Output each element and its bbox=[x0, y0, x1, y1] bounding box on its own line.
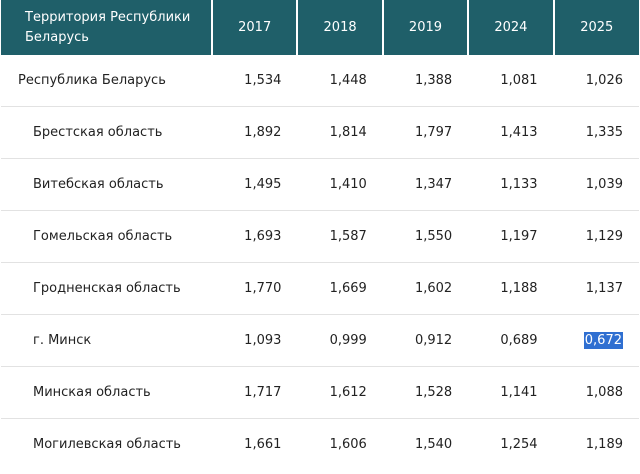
value-cell: 1,388 bbox=[382, 55, 469, 107]
table-row: Минская область 1,717 1,612 1,528 1,141 1,088 bbox=[1, 366, 639, 419]
value-cell: 1,528 bbox=[382, 366, 469, 419]
table-body: Республика Беларусь 1,534 1,448 1,388 1,081 1… bbox=[1, 55, 639, 470]
region-cell: Могилевская область bbox=[33, 437, 181, 452]
header-cell: 2018 bbox=[297, 0, 384, 55]
table-row: г. Минск 1,093 0,999 0,912 0,689 0,672 bbox=[1, 314, 639, 367]
value-cell: 1,495 bbox=[212, 158, 298, 211]
value-cell: 1,612 bbox=[297, 366, 383, 419]
value-cell: 1,797 bbox=[382, 106, 469, 159]
header-cell: 2017 bbox=[212, 0, 299, 55]
value-cell: 1,587 bbox=[297, 210, 383, 263]
table-row: Могилевская область 1,661 1,606 1,540 1,254 1… bbox=[1, 419, 639, 471]
value-cell: 1,039 bbox=[553, 158, 639, 211]
table-row: Гродненская область 1,770 1,669 1,602 1,188 1… bbox=[1, 262, 639, 315]
value-cell: 1,335 bbox=[553, 106, 639, 159]
region-cell: Гродненская область bbox=[1, 262, 212, 315]
value-cell: 1,892 bbox=[212, 106, 298, 159]
value-cell: 1,347 bbox=[382, 158, 469, 211]
value-cell: 1,254 bbox=[500, 437, 538, 452]
selected-text: 0,672 bbox=[583, 332, 623, 349]
value-cell: 1,606 bbox=[329, 437, 367, 452]
value-cell: 1,770 bbox=[212, 262, 298, 315]
value-cell: 1,188 bbox=[468, 262, 554, 315]
table-row: Гомельская область 1,693 1,587 1,550 1,197 1,… bbox=[1, 210, 639, 263]
value-cell: 0,689 bbox=[468, 314, 554, 367]
header-row: Территория Республики Беларусь 2017 2018 20… bbox=[1, 0, 639, 55]
value-cell: 1,026 bbox=[553, 55, 639, 107]
value-cell: 0,999 bbox=[297, 314, 383, 367]
region-cell: Гомельская область bbox=[1, 210, 212, 263]
value-cell: 1,129 bbox=[553, 210, 639, 263]
value-cell: 1,189 bbox=[585, 437, 623, 452]
region-cell: Брестская область bbox=[1, 106, 212, 159]
value-cell: 1,081 bbox=[468, 55, 554, 107]
value-cell: 1,550 bbox=[382, 210, 469, 263]
value-cell: 1,717 bbox=[212, 366, 298, 419]
region-cell: Республика Беларусь bbox=[1, 55, 212, 107]
value-cell: 1,693 bbox=[212, 210, 298, 263]
value-cell: 1,602 bbox=[382, 262, 469, 315]
region-cell: г. Минск bbox=[1, 314, 212, 367]
value-cell: 1,088 bbox=[553, 366, 639, 419]
value-cell: 0,912 bbox=[382, 314, 469, 367]
value-cell: 1,534 bbox=[212, 55, 298, 107]
value-cell: 0,672 bbox=[553, 314, 639, 367]
value-cell: 1,137 bbox=[553, 262, 639, 315]
value-cell: 1,448 bbox=[297, 55, 383, 107]
table-row: Республика Беларусь 1,534 1,448 1,388 1,081 1… bbox=[1, 55, 639, 107]
value-cell: 1,410 bbox=[297, 158, 383, 211]
value-cell: 1,197 bbox=[468, 210, 554, 263]
header-cell: 2025 bbox=[553, 0, 639, 55]
region-cell: Витебская область bbox=[1, 158, 212, 211]
value-cell: 1,413 bbox=[468, 106, 554, 159]
value-cell: 1,133 bbox=[468, 158, 554, 211]
table-row: Брестская область 1,892 1,814 1,797 1,413 1,3… bbox=[1, 106, 639, 159]
value-cell: 1,093 bbox=[212, 314, 298, 367]
table-header: Территория Республики Беларусь 2017 2018 20… bbox=[1, 0, 639, 55]
header-cell: 2019 bbox=[382, 0, 470, 55]
header-cell: Территория Республики Беларусь bbox=[1, 0, 213, 55]
value-cell: 1,540 bbox=[414, 437, 453, 452]
value-cell: 1,814 bbox=[297, 106, 383, 159]
value-cell: 1,661 bbox=[244, 437, 282, 452]
region-cell: Минская область bbox=[1, 366, 212, 419]
table-row: Витебская область 1,495 1,410 1,347 1,133 1,0… bbox=[1, 158, 639, 211]
header-cell: 2024 bbox=[468, 0, 555, 55]
value-cell: 1,141 bbox=[468, 366, 554, 419]
value-cell: 1,669 bbox=[297, 262, 383, 315]
